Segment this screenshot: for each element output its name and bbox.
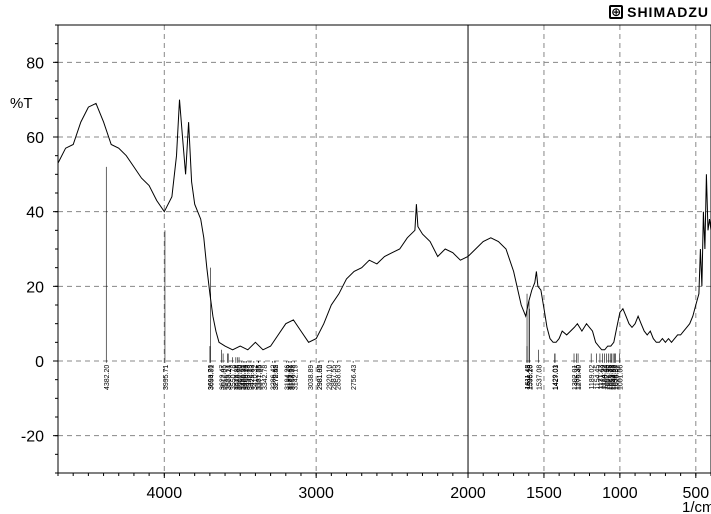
peak-label: 3480.31 (241, 365, 248, 390)
peak-label: 1275.40 (576, 365, 583, 390)
peak-label: 3550.78 (231, 365, 238, 390)
peak-label: 1302.01 (572, 365, 579, 390)
peak-label: 3038.89 (308, 365, 315, 390)
x-axis-label: 1/cm (682, 499, 711, 514)
y-axis-label: %T (10, 95, 33, 112)
grid-lines (58, 25, 711, 473)
x-tick-label: 4000 (147, 485, 183, 502)
peak-label: 3699.70 (208, 365, 215, 390)
peak-label: 1114.90 (600, 365, 607, 389)
peak-label: 3181.72 (287, 365, 294, 390)
y-tick-label: -20 (21, 429, 44, 446)
peak-label: 1598.18 (527, 365, 534, 390)
x-tick-label: 1500 (526, 485, 562, 502)
y-tick-label: 0 (35, 354, 44, 371)
peak-label: 3579.21 (226, 365, 233, 390)
x-tick-label: 3000 (298, 485, 334, 502)
plot-frame (57, 24, 711, 474)
peak-label: 2920.10 (326, 365, 333, 390)
peak-label: 1100.44 (603, 365, 610, 390)
peak-label: 3163.39 (289, 365, 296, 390)
peak-label: 1611.45 (525, 365, 532, 390)
peak-label: 1595.20 (527, 365, 534, 390)
x-tick-label: 2000 (450, 485, 486, 502)
peak-label: 3442.13 (247, 365, 254, 390)
peak-label: 3270.45 (273, 365, 280, 390)
peak-label: 3342.78 (262, 365, 269, 390)
peak-label: 3469.10 (243, 365, 250, 390)
spectrum-series (57, 99, 711, 351)
peak-label: 3995.71 (163, 365, 170, 390)
peak-label: 1034.24 (613, 365, 620, 390)
axis-ticks: 80 60 40 20 0 -20 4000 3000 2000 1500 1000 500 (21, 24, 711, 502)
peak-label: 3583.14 (226, 365, 233, 390)
peak-label: 2858.63 (336, 365, 343, 390)
peak-label: 3172.07 (288, 365, 295, 390)
peak-label: 1044.59 (611, 365, 618, 390)
peak-label: 4382.20 (104, 365, 111, 390)
peak-label: 3516.45 (236, 365, 243, 390)
peak-label: 1427.03 (553, 365, 560, 390)
spectrum-line (57, 99, 711, 351)
peak-label: 3429.83 (249, 365, 256, 390)
peak-label: 3612.85 (221, 365, 228, 390)
peak-label: 3694.81 (209, 365, 216, 390)
peak-label: 3528.88 (234, 365, 241, 390)
peak-label: 3194.26 (285, 365, 292, 390)
peak-label: 1053.93 (610, 365, 617, 390)
peak-label: 3507.70 (237, 365, 244, 390)
peak-label: 1063.79 (608, 365, 615, 390)
x-tick-label: 1000 (602, 485, 638, 502)
x-tick-label: 500 (682, 485, 709, 502)
peak-label: 2887.55 (331, 365, 338, 390)
peak-label: 2981.05 (317, 365, 324, 390)
peak-label: 3410.32 (252, 365, 259, 390)
peak-label: 1001.06 (618, 365, 625, 390)
peak-label: 1189.02 (589, 365, 596, 390)
peak-label: 1087.90 (605, 365, 612, 390)
peak-label: 3459.43 (244, 365, 251, 390)
peak-label: 1131.43 (598, 365, 605, 390)
peak-label: 1154.45 (594, 365, 601, 390)
y-tick-label: 60 (26, 130, 44, 147)
peak-label: 2981.82 (317, 365, 324, 390)
peak-label: 1429.01 (553, 365, 560, 390)
peak-label: 3272.52 (273, 365, 280, 390)
peak-label: 1611.43 (525, 365, 532, 390)
peak-label: 1028.52 (614, 365, 621, 390)
peak-label: 3489.90 (240, 365, 247, 390)
peak-label: 3622.47 (220, 365, 227, 390)
shimadzu-logo-icon: ⊕ (609, 5, 624, 19)
peak-label: 2756.43 (351, 365, 358, 390)
y-tick-label: 40 (26, 205, 44, 222)
peak-label: 1076.35 (606, 365, 613, 390)
brand-name: SHIMADZU (627, 4, 709, 20)
y-tick-label: 20 (26, 279, 44, 296)
brand-header: ⊕ SHIMADZU (609, 4, 709, 20)
y-tick-label: 80 (26, 55, 44, 72)
peak-label: 3142.19 (293, 365, 300, 390)
peak-label: 1537.08 (536, 365, 543, 390)
peak-label: 3377.95 (257, 365, 264, 390)
peak-label: 3286.42 (271, 365, 278, 390)
peak-label: 3381.35 (256, 365, 263, 390)
peak-label: 1285.35 (575, 365, 582, 390)
